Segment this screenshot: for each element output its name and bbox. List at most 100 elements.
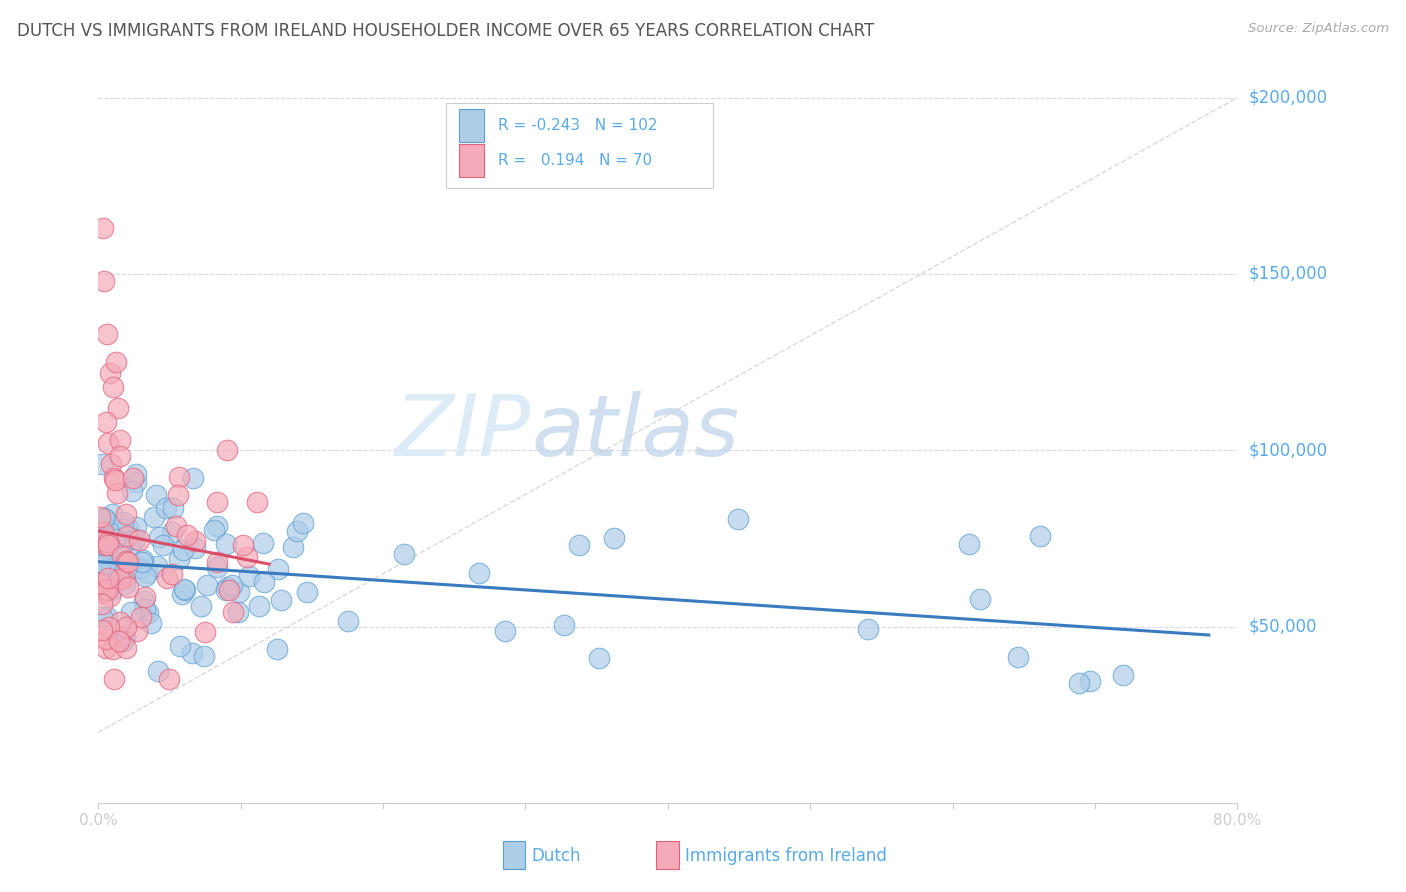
- Point: [94, 632, 117, 647]
- Point: [205, 556, 228, 570]
- Point: [160, 525, 183, 540]
- Point: [181, 646, 204, 660]
- Point: [120, 539, 142, 553]
- Point: [103, 471, 125, 485]
- Point: [165, 519, 187, 533]
- Point: [957, 537, 980, 551]
- Point: [125, 467, 148, 482]
- Point: [167, 488, 190, 502]
- FancyBboxPatch shape: [446, 103, 713, 188]
- Point: [136, 566, 159, 580]
- Point: [184, 534, 207, 549]
- Point: [221, 578, 243, 592]
- Point: [91, 586, 114, 600]
- Point: [89, 509, 111, 524]
- Point: [270, 592, 292, 607]
- Point: [104, 355, 127, 369]
- Point: [172, 543, 194, 558]
- Point: [94, 641, 117, 656]
- Point: [114, 577, 136, 591]
- Point: [136, 606, 159, 620]
- Text: DUTCH VS IMMIGRANTS FROM IRELAND HOUSEHOLDER INCOME OVER 65 YEARS CORRELATION CH: DUTCH VS IMMIGRANTS FROM IRELAND HOUSEHO…: [17, 22, 875, 40]
- Point: [207, 560, 229, 574]
- Point: [157, 673, 180, 687]
- Point: [98, 619, 121, 633]
- Point: [98, 524, 121, 539]
- Text: R = -0.243   N = 102: R = -0.243 N = 102: [498, 119, 658, 133]
- Text: R =   0.194   N = 70: R = 0.194 N = 70: [498, 153, 652, 168]
- Point: [91, 221, 114, 235]
- Point: [337, 615, 360, 629]
- Point: [93, 274, 115, 288]
- Point: [215, 582, 238, 597]
- Point: [101, 380, 124, 394]
- Point: [468, 566, 491, 581]
- Point: [856, 622, 879, 636]
- Point: [111, 516, 134, 530]
- Point: [91, 457, 114, 471]
- Point: [110, 615, 132, 630]
- Point: [93, 534, 115, 549]
- Point: [246, 495, 269, 509]
- Point: [98, 366, 121, 380]
- Point: [215, 442, 238, 457]
- Point: [266, 641, 288, 656]
- Text: atlas: atlas: [531, 391, 740, 475]
- Point: [169, 640, 191, 654]
- Point: [124, 532, 146, 546]
- Point: [727, 512, 749, 526]
- Text: Immigrants from Ireland: Immigrants from Ireland: [685, 847, 887, 865]
- Bar: [460, 144, 485, 178]
- Point: [226, 605, 249, 619]
- Point: [91, 524, 114, 539]
- Bar: [460, 109, 485, 143]
- Point: [108, 559, 131, 574]
- Point: [167, 552, 190, 566]
- Point: [114, 554, 136, 568]
- Point: [101, 642, 124, 657]
- Point: [91, 610, 114, 624]
- Point: [112, 633, 135, 648]
- Point: [139, 616, 162, 631]
- Point: [202, 524, 225, 538]
- Text: Source: ZipAtlas.com: Source: ZipAtlas.com: [1249, 22, 1389, 36]
- Point: [252, 536, 274, 550]
- Point: [98, 589, 121, 603]
- Point: [103, 673, 125, 687]
- Point: [117, 521, 139, 535]
- Point: [96, 583, 118, 598]
- Point: [110, 564, 132, 578]
- Point: [190, 599, 212, 613]
- Point: [129, 610, 152, 624]
- Text: Dutch: Dutch: [531, 847, 581, 865]
- Point: [91, 597, 114, 611]
- Point: [111, 549, 134, 564]
- Point: [89, 575, 111, 590]
- Point: [291, 516, 314, 531]
- Point: [1029, 529, 1052, 543]
- Point: [146, 559, 169, 574]
- Point: [205, 495, 228, 509]
- Point: [1078, 674, 1101, 689]
- Point: [94, 558, 117, 572]
- Point: [148, 530, 170, 544]
- Point: [96, 326, 118, 341]
- Point: [108, 633, 131, 648]
- Point: [143, 510, 166, 524]
- Point: [155, 501, 177, 516]
- Point: [170, 587, 193, 601]
- Point: [194, 624, 217, 639]
- Point: [392, 547, 415, 561]
- Point: [117, 555, 139, 569]
- Point: [568, 538, 591, 552]
- Point: [122, 470, 145, 484]
- Text: ZIP: ZIP: [395, 391, 531, 475]
- Point: [218, 582, 240, 597]
- Point: [169, 470, 191, 484]
- Point: [125, 624, 148, 638]
- Point: [120, 606, 142, 620]
- Point: [108, 450, 131, 464]
- Point: [217, 580, 239, 594]
- Point: [247, 599, 270, 613]
- Point: [94, 554, 117, 568]
